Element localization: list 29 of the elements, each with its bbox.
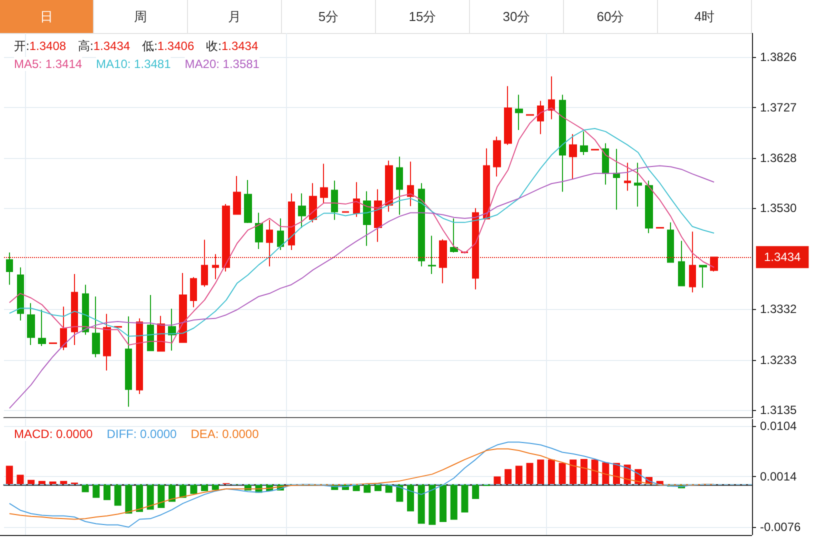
text: 60分 xyxy=(564,0,658,33)
annotation: 收:1.3434 xyxy=(206,39,258,53)
text: 15分 xyxy=(376,0,470,33)
text: MACD: 0.0000 xyxy=(14,427,94,441)
text: DIFF: 0.0000 xyxy=(106,427,178,441)
y-tick-label: 1.3826 xyxy=(760,50,798,64)
text: DEA: 0.0000 xyxy=(190,427,260,441)
annotation: 低:1.3406 xyxy=(142,39,194,53)
text: MA10: 1.3481 xyxy=(96,57,172,71)
y-tick-label: -0.0076 xyxy=(760,520,802,534)
text: MA20: 1.3581 xyxy=(184,57,260,71)
text: 30分 xyxy=(470,0,564,33)
ref-line-label: 1.3434 xyxy=(764,250,802,264)
y-tick-label: 1.3233 xyxy=(760,352,798,367)
y-tick-label: 1.3727 xyxy=(760,100,798,115)
text: 4时 xyxy=(658,0,752,33)
y-tick-label: 1.3332 xyxy=(760,302,798,316)
text: MA5: 1.3414 xyxy=(14,57,82,71)
y-tick-label: 1.3530 xyxy=(760,201,798,216)
annotation: 高:1.3434 xyxy=(78,39,130,53)
text: 月 xyxy=(188,0,282,33)
annotation: 开:1.3408 xyxy=(14,39,66,53)
y-tick-label: 0.0104 xyxy=(760,418,798,433)
text: 日 xyxy=(0,0,94,33)
y-tick-label: 1.3628 xyxy=(760,151,798,166)
y-tick-label: 0.0014 xyxy=(760,469,798,484)
text: 周 xyxy=(94,0,188,33)
y-tick-label: 1.3135 xyxy=(760,402,798,417)
text: 5分 xyxy=(282,0,376,33)
